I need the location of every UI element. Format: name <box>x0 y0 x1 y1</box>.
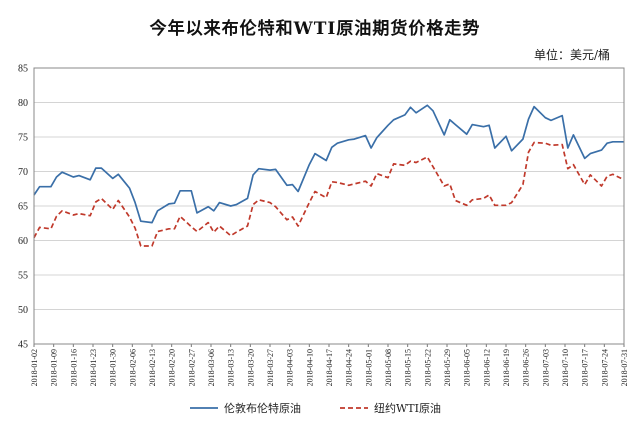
x-tick-label: 2018-06-19 <box>502 349 511 386</box>
x-tick-label: 2018-06-05 <box>463 349 472 386</box>
y-tick-label: 85 <box>18 64 28 75</box>
x-tick-label: 2018-07-03 <box>541 349 550 386</box>
x-tick-label: 2018-01-16 <box>69 349 78 386</box>
x-tick-label: 2018-02-06 <box>128 349 137 386</box>
y-tick-label: 50 <box>18 305 28 316</box>
legend-label: 伦敦布伦特原油 <box>224 401 301 415</box>
x-tick-label: 2018-07-10 <box>561 349 570 386</box>
x-tick-label: 2018-04-10 <box>305 349 314 386</box>
x-tick-label: 2018-01-23 <box>89 349 98 386</box>
x-axis-ticks: 2018-01-02 2018-01-09 2018-01-16 2018-01-23… <box>30 344 629 386</box>
x-tick-label: 2018-02-13 <box>148 349 157 386</box>
x-tick-label: 2018-06-12 <box>482 349 491 386</box>
x-tick-label: 2018-05-29 <box>443 349 452 386</box>
y-axis-ticks: 45 50 55 60 65 70 75 80 85 <box>18 64 28 351</box>
x-tick-label: 2018-01-02 <box>30 349 39 386</box>
y-tick-label: 75 <box>18 133 28 144</box>
x-tick-label: 2018-07-17 <box>581 349 590 386</box>
unit-label: 单位：美元/桶 <box>533 48 610 62</box>
x-tick-label: 2018-05-22 <box>423 349 432 386</box>
x-tick-label: 2018-01-30 <box>109 349 118 386</box>
x-tick-label: 2018-05-15 <box>404 349 413 386</box>
series-line-wti <box>33 141 625 247</box>
y-tick-label: 55 <box>18 271 28 282</box>
x-tick-label: 2018-04-03 <box>286 349 295 386</box>
x-tick-label: 2018-05-08 <box>384 349 393 386</box>
x-tick-label: 2018-05-01 <box>364 349 373 386</box>
x-tick-label: 2018-03-13 <box>227 349 236 386</box>
chart-title: 今年以来布伦特和WTI原油期货价格走势 <box>149 19 481 39</box>
x-tick-label: 2018-07-24 <box>600 349 609 386</box>
legend: 伦敦布伦特原油 纽约WTI原油 <box>190 401 441 415</box>
x-tick-label: 2018-03-20 <box>246 349 255 386</box>
y-tick-label: 70 <box>18 167 28 178</box>
plot-frame <box>33 67 625 345</box>
x-tick-label: 2018-04-17 <box>325 349 334 386</box>
y-tick-label: 80 <box>18 98 28 109</box>
y-tick-label: 60 <box>18 236 28 247</box>
x-tick-label: 2018-01-09 <box>50 349 59 386</box>
legend-label: 纽约WTI原油 <box>374 401 441 415</box>
x-tick-label: 2018-04-24 <box>345 349 354 386</box>
series-lines <box>33 104 625 247</box>
x-tick-label: 2018-06-26 <box>522 349 531 386</box>
x-tick-label: 2018-07-31 <box>620 349 629 386</box>
x-tick-label: 2018-03-27 <box>266 349 275 386</box>
x-tick-label: 2018-03-06 <box>207 349 216 386</box>
x-tick-label: 2018-02-27 <box>187 349 196 386</box>
x-tick-label: 2018-02-20 <box>168 349 177 386</box>
y-tick-label: 65 <box>18 202 28 213</box>
y-tick-label: 45 <box>18 340 28 351</box>
plot-border <box>33 67 625 345</box>
series-line-brent <box>33 104 624 224</box>
